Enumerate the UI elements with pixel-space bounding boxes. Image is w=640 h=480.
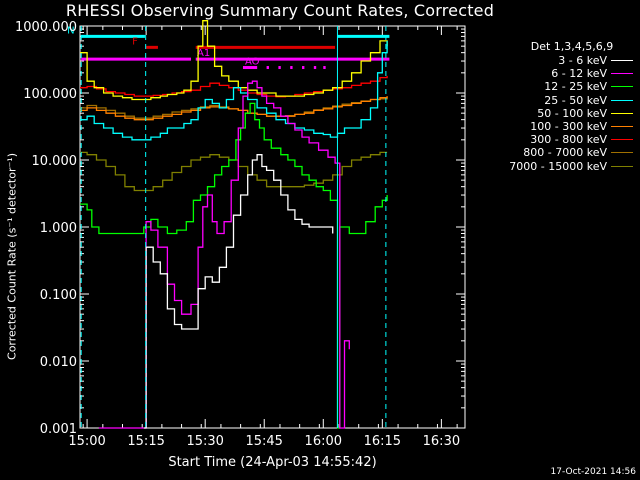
legend-label: 3 - 6 keV — [558, 54, 607, 68]
legend-label: 50 - 100 keV — [537, 106, 607, 120]
legend-entry: 7000 - 15000 keV — [483, 160, 633, 173]
flag-label: F — [132, 36, 138, 47]
flag-label: AO — [245, 57, 260, 68]
y-tick-label: 1000.000 — [15, 20, 77, 35]
flag-label: N — [67, 25, 74, 36]
series-lines — [80, 20, 388, 429]
y-tick-label: 1.000 — [40, 221, 77, 236]
series-12-25-kev — [80, 102, 388, 429]
series-100-300-kev — [80, 96, 388, 121]
legend-entry: 12 - 25 keV — [483, 80, 633, 93]
generation-timestamp: 17-Oct-2021 14:56 — [550, 467, 636, 477]
y-tick-label: 100.000 — [23, 87, 77, 102]
axes-frame — [79, 25, 466, 429]
x-tick-label: 15:15 — [127, 434, 164, 449]
series-800-7000-kev — [80, 97, 388, 119]
legend-label: 800 - 7000 keV — [523, 146, 607, 160]
x-tick-label: 16:15 — [364, 434, 401, 449]
flag-label: A1 — [197, 48, 210, 59]
legend-label: 6 - 12 keV — [551, 67, 607, 81]
y-tick-label: 0.001 — [40, 422, 77, 437]
y-axis-label: Corrected Count Rate (s⁻¹ detector⁻¹) — [5, 153, 19, 360]
legend-swatch — [611, 86, 633, 88]
legend-label: 12 - 25 keV — [544, 80, 607, 94]
legend-entry: 800 - 7000 keV — [483, 146, 633, 159]
x-tick-label: 15:00 — [68, 434, 105, 449]
legend-entry: 6 - 12 keV — [483, 67, 633, 80]
flag-bars: N F A1 AO — [67, 25, 390, 70]
series-3-6-kev — [143, 154, 334, 429]
vertical-markers — [80, 26, 387, 428]
y-tick-label: 0.100 — [40, 288, 77, 303]
legend-swatch — [611, 165, 633, 167]
chart-title: RHESSI Observing Summary Count Rates, Co… — [65, 1, 495, 20]
x-tick-label: 15:30 — [186, 434, 223, 449]
y-tick-label: 10.000 — [32, 154, 78, 169]
legend-entry: 3 - 6 keV — [483, 54, 633, 67]
legend: Det 1,3,4,5,6,9 3 - 6 keV 6 - 12 keV 12 - … — [483, 40, 633, 173]
x-tick-label: 15:45 — [245, 434, 282, 449]
plot-frame — [79, 25, 466, 429]
x-tick-label: 16:30 — [423, 434, 460, 449]
tick-labels: 1000.000 100.000 10.000 1.000 0.100 0.010 0.00… — [15, 20, 460, 449]
legend-swatch — [611, 152, 633, 154]
legend-label: 100 - 300 keV — [530, 120, 607, 134]
legend-entry: 300 - 800 keV — [483, 133, 633, 146]
legend-swatch — [611, 139, 633, 141]
y-tick-label: 0.010 — [40, 355, 77, 370]
legend-header: Det 1,3,4,5,6,9 — [530, 40, 614, 53]
x-tick-label: 16:00 — [305, 434, 342, 449]
legend-entry: 25 - 50 keV — [483, 94, 633, 107]
legend-swatch — [611, 99, 633, 101]
legend-swatch — [611, 112, 633, 114]
series-50-100-kev — [80, 20, 388, 101]
legend-label: 7000 - 15000 keV — [509, 159, 607, 173]
series-7000-15000-kev — [80, 151, 388, 192]
legend-swatch — [611, 73, 633, 75]
series-25-50-kev — [80, 40, 388, 141]
series-6-12-kev — [98, 80, 350, 429]
legend-entry: 100 - 300 keV — [483, 120, 633, 133]
legend-label: 300 - 800 keV — [530, 133, 607, 147]
legend-entry: 50 - 100 keV — [483, 107, 633, 120]
legend-swatch — [611, 60, 633, 62]
legend-swatch — [611, 126, 633, 128]
x-axis-label: Start Time (24-Apr-03 14:55:42) — [168, 455, 377, 470]
series-300-800-kev — [80, 75, 388, 98]
legend-label: 25 - 50 keV — [544, 93, 607, 107]
